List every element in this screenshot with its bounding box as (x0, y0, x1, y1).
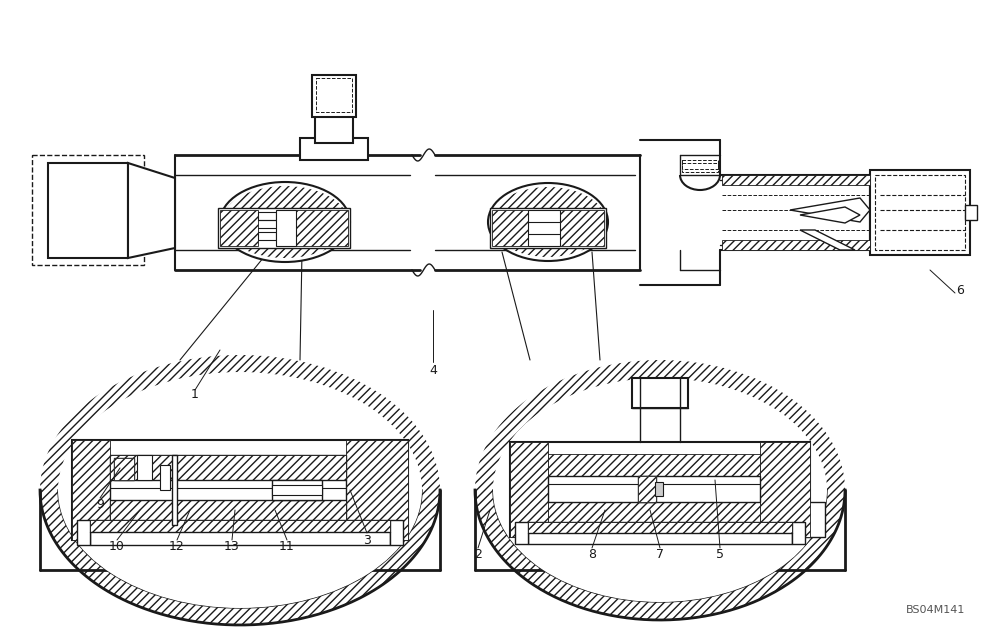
Bar (548, 502, 760, 524)
Bar (655, 482, 663, 496)
Polygon shape (40, 490, 440, 625)
Polygon shape (800, 207, 860, 223)
Bar (72, 440, 408, 540)
Bar (114, 458, 134, 480)
Bar (722, 240, 870, 250)
Bar (722, 175, 870, 185)
Bar (632, 378, 688, 408)
Bar (760, 442, 810, 537)
Text: 2: 2 (474, 549, 482, 561)
Text: 13: 13 (224, 540, 240, 554)
Bar (296, 210, 348, 246)
Text: 11: 11 (279, 540, 295, 554)
Text: 3: 3 (363, 533, 371, 547)
Bar (548, 476, 760, 502)
Bar (272, 485, 322, 495)
Bar (965, 205, 977, 220)
Bar (875, 175, 965, 250)
Bar (300, 138, 368, 160)
Bar (528, 522, 792, 544)
Bar (258, 212, 276, 220)
Bar (548, 454, 760, 476)
Bar (490, 208, 606, 248)
Bar (220, 210, 258, 246)
Bar (492, 210, 528, 246)
Text: 1: 1 (191, 389, 199, 401)
Bar (390, 520, 403, 545)
Bar (792, 522, 805, 544)
Bar (110, 500, 346, 522)
Polygon shape (800, 230, 855, 250)
Bar (72, 440, 110, 540)
Bar (638, 476, 656, 502)
Bar (528, 210, 560, 246)
Bar (110, 500, 346, 522)
Text: 6: 6 (956, 284, 964, 296)
Bar (272, 480, 322, 500)
Ellipse shape (220, 182, 350, 262)
Bar (48, 163, 128, 258)
Bar (110, 480, 346, 500)
Bar (32, 155, 144, 265)
Bar (77, 520, 90, 545)
Polygon shape (128, 163, 175, 258)
Bar (312, 75, 356, 117)
Polygon shape (805, 502, 825, 537)
Bar (346, 440, 408, 540)
Bar (114, 458, 134, 480)
Bar (560, 210, 604, 246)
Bar (515, 522, 528, 544)
Bar (90, 520, 390, 532)
Ellipse shape (58, 372, 422, 608)
Text: 9: 9 (96, 499, 104, 511)
Bar (682, 160, 718, 172)
Polygon shape (137, 455, 152, 480)
Text: 8: 8 (588, 549, 596, 561)
Text: 10: 10 (109, 540, 125, 554)
Bar (638, 476, 656, 502)
Bar (90, 520, 390, 545)
Ellipse shape (493, 378, 827, 602)
Bar (160, 465, 170, 490)
Polygon shape (475, 490, 845, 620)
Bar (258, 232, 276, 240)
Bar (870, 170, 970, 255)
Bar (110, 455, 346, 480)
Text: 12: 12 (169, 540, 185, 554)
Text: 5: 5 (716, 549, 724, 561)
Text: 7: 7 (656, 549, 664, 561)
Bar (528, 522, 792, 533)
Bar (110, 455, 346, 480)
Bar (172, 455, 177, 525)
Bar (510, 442, 548, 537)
Bar (510, 442, 810, 537)
Polygon shape (790, 198, 870, 222)
Ellipse shape (488, 183, 608, 261)
Bar (315, 115, 353, 143)
Text: BS04M141: BS04M141 (906, 605, 965, 615)
Text: 4: 4 (429, 363, 437, 377)
Bar (276, 210, 296, 246)
Bar (682, 163, 718, 169)
Bar (316, 78, 352, 112)
Bar (218, 208, 350, 248)
